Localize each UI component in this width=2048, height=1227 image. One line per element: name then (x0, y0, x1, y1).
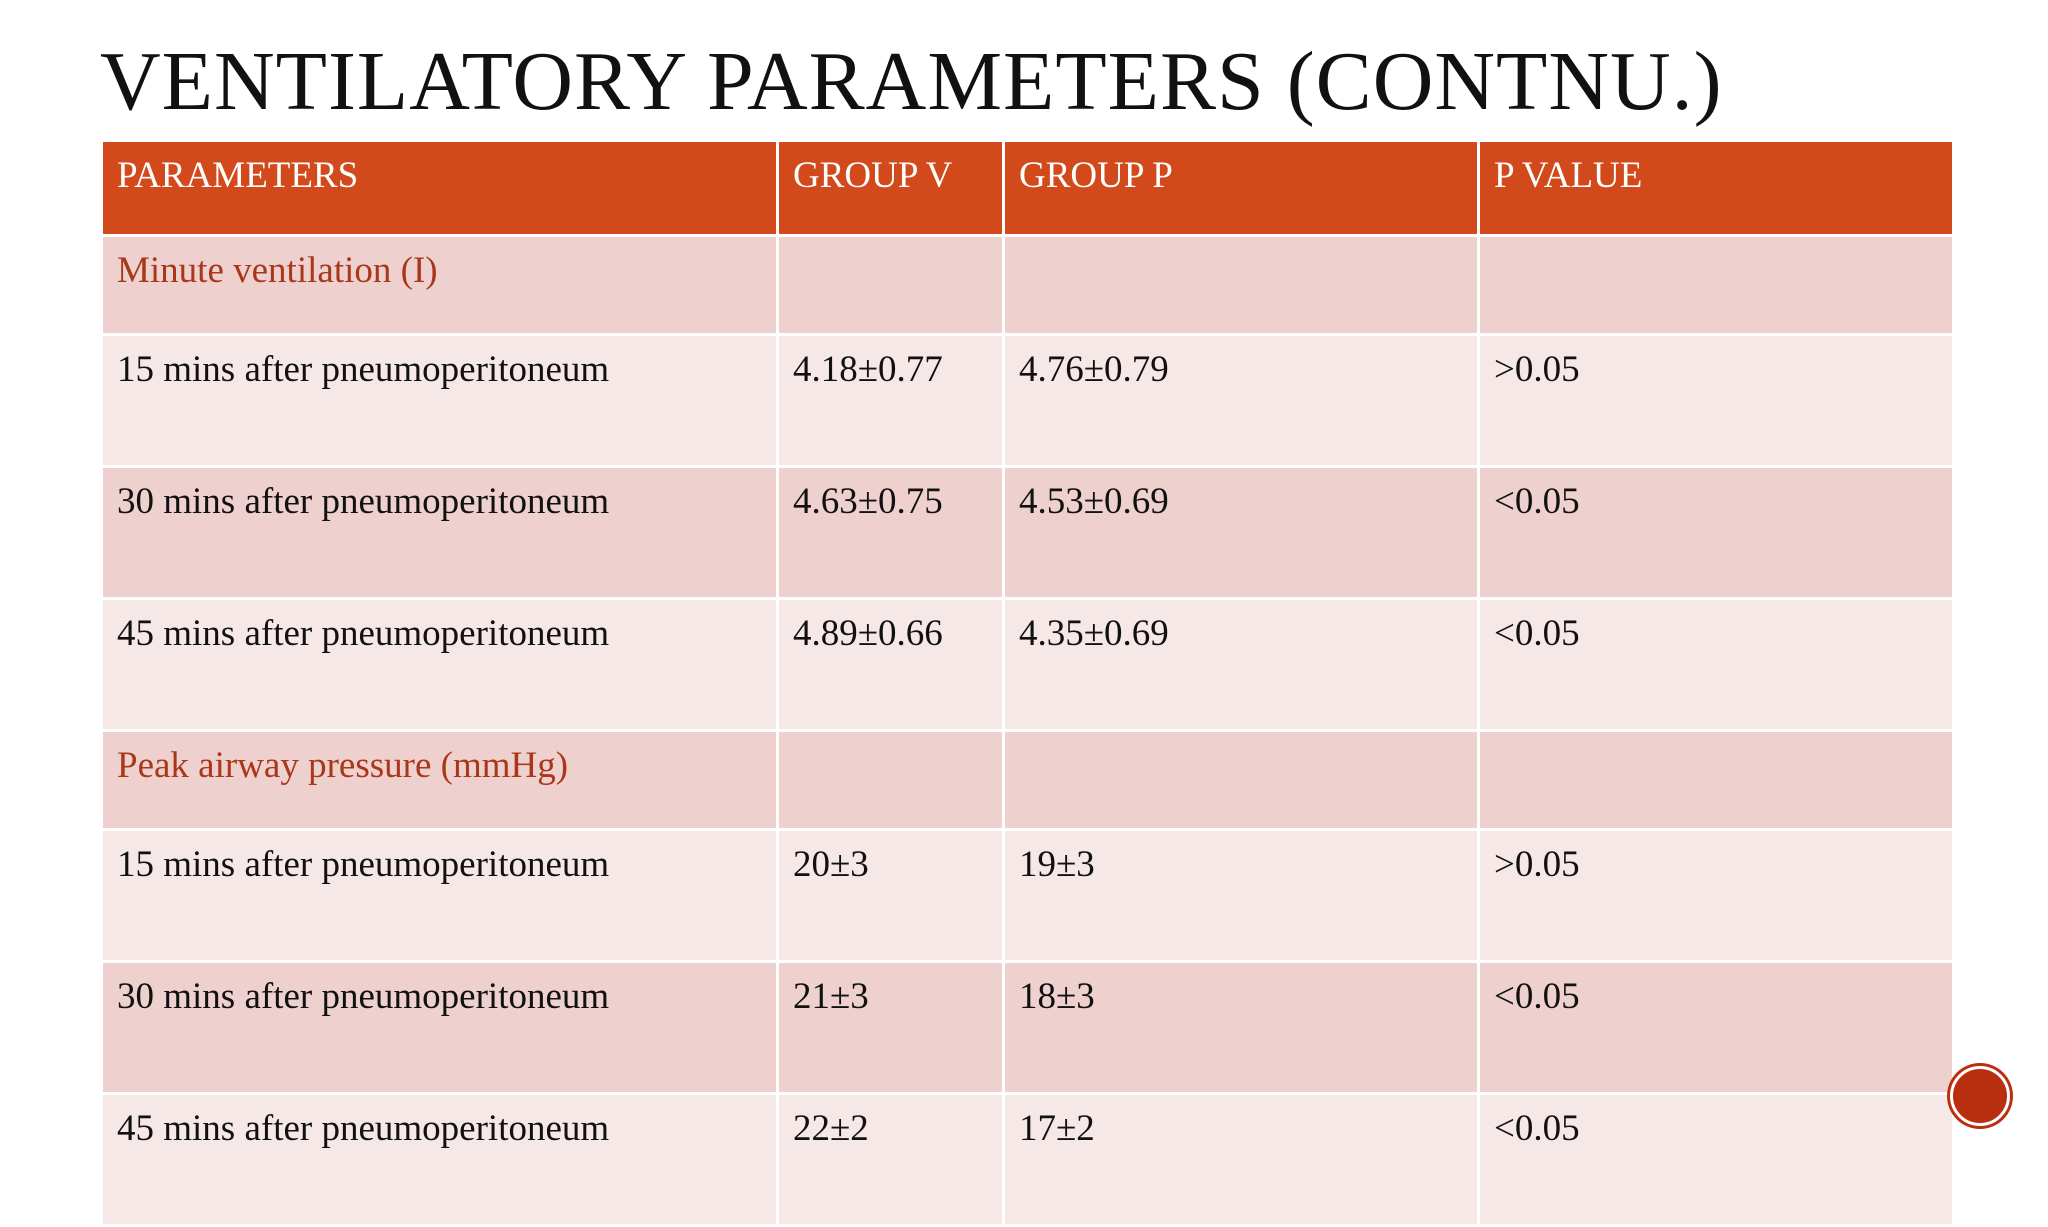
cell: 20±3 (776, 828, 1005, 963)
table-row: 45 mins after pneumoperitoneum 22±2 17±2 <0… (100, 1092, 1955, 1227)
header-cell: GROUP V (776, 139, 1005, 237)
cell: 22±2 (776, 1092, 1005, 1227)
cell: 18±3 (1002, 960, 1480, 1095)
table-row: 15 mins after pneumoperitoneum 4.18±0.77 4… (100, 333, 1955, 468)
cell: 45 mins after pneumoperitoneum (100, 1092, 779, 1227)
cell: 19±3 (1002, 828, 1480, 963)
cell: 21±3 (776, 960, 1005, 1095)
table-row: 45 mins after pneumoperitoneum 4.89±0.66 4… (100, 597, 1955, 732)
cell: <0.05 (1477, 1092, 1955, 1227)
table-row: 30 mins after pneumoperitoneum 21±3 18±3 <0… (100, 960, 1955, 1095)
table-body: Minute ventilation (I) 15 mins after pneu… (100, 234, 1955, 1227)
cell: 4.89±0.66 (776, 597, 1005, 732)
header-cell: GROUP P (1002, 139, 1480, 237)
slide-title: VENTILATORY PARAMETERS (CONTNU.) (100, 35, 1723, 128)
cell: <0.05 (1477, 597, 1955, 732)
table-row: Minute ventilation (I) (100, 234, 1955, 336)
table-row: 30 mins after pneumoperitoneum 4.63±0.75 4… (100, 465, 1955, 600)
empty-cell (776, 234, 1005, 336)
section-cell: Peak airway pressure (mmHg) (100, 729, 779, 831)
section-cell: Minute ventilation (I) (100, 234, 779, 336)
empty-cell (776, 729, 1005, 831)
header-cell: P VALUE (1477, 139, 1955, 237)
empty-cell (1002, 234, 1480, 336)
cell: 15 mins after pneumoperitoneum (100, 828, 779, 963)
cell: 4.63±0.75 (776, 465, 1005, 600)
empty-cell (1002, 729, 1480, 831)
cell: 4.53±0.69 (1002, 465, 1480, 600)
cell: 30 mins after pneumoperitoneum (100, 960, 779, 1095)
empty-cell (1477, 234, 1955, 336)
cell: 17±2 (1002, 1092, 1480, 1227)
header-cell: PARAMETERS (100, 139, 779, 237)
cell: <0.05 (1477, 960, 1955, 1095)
cell: >0.05 (1477, 333, 1955, 468)
cell: >0.05 (1477, 828, 1955, 963)
cell: <0.05 (1477, 465, 1955, 600)
table-row: Peak airway pressure (mmHg) (100, 729, 1955, 831)
cell: 4.76±0.79 (1002, 333, 1480, 468)
cell: 4.18±0.77 (776, 333, 1005, 468)
cell: 45 mins after pneumoperitoneum (100, 597, 779, 732)
table-row: 15 mins after pneumoperitoneum 20±3 19±3 >0… (100, 828, 1955, 963)
cell: 30 mins after pneumoperitoneum (100, 465, 779, 600)
cell: 4.35±0.69 (1002, 597, 1480, 732)
empty-cell (1477, 729, 1955, 831)
nav-button[interactable] (1950, 1066, 2010, 1126)
cell: 15 mins after pneumoperitoneum (100, 333, 779, 468)
slide: VENTILATORY PARAMETERS (CONTNU.) PARAMET… (100, 35, 2010, 1227)
